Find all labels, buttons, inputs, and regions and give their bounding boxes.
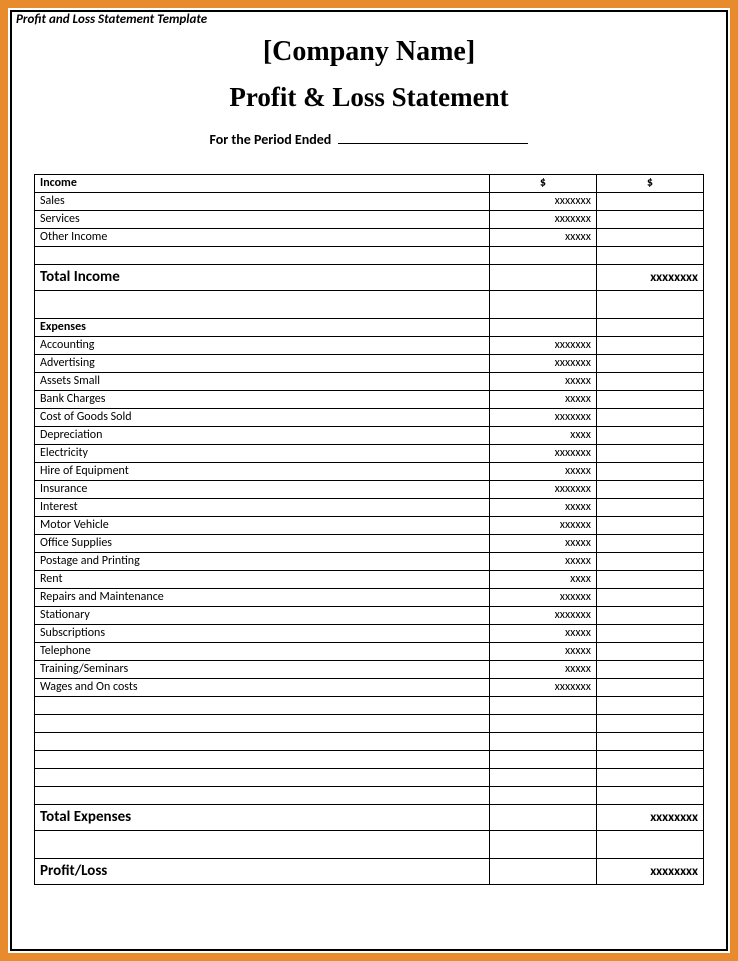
expense-row-v1: xxxxxxx [489, 355, 596, 373]
expense-row-v2 [596, 589, 703, 607]
total-income-label: Total Income [35, 265, 490, 291]
expense-row-v1: xxxx [489, 427, 596, 445]
total-expenses-value: xxxxxxxx [596, 805, 703, 831]
inner-frame: Profit and Loss Statement Template [Comp… [10, 10, 728, 951]
outer-frame: Profit and Loss Statement Template [Comp… [0, 0, 738, 961]
company-name: [Company Name] [42, 36, 696, 68]
expense-row-label: Subscriptions [35, 625, 490, 643]
expense-row-v2 [596, 679, 703, 697]
income-row-label: Services [35, 211, 490, 229]
expense-row-v2 [596, 661, 703, 679]
expense-row-v2 [596, 337, 703, 355]
expense-row-label: Repairs and Maintenance [35, 589, 490, 607]
expense-row-v1: xxxxx [489, 643, 596, 661]
expense-row-v1: xxxxxx [489, 589, 596, 607]
expense-row-label: Insurance [35, 481, 490, 499]
expense-row-label: Interest [35, 499, 490, 517]
expense-row-v1: xxxxx [489, 535, 596, 553]
expense-row-label: Stationary [35, 607, 490, 625]
expense-row-v1: xxxxx [489, 661, 596, 679]
expense-row-v2 [596, 499, 703, 517]
income-row-label: Sales [35, 193, 490, 211]
expense-row-v1: xxxxxxx [489, 607, 596, 625]
expense-row-label: Cost of Goods Sold [35, 409, 490, 427]
expense-row-v2 [596, 373, 703, 391]
expense-row-v1: xxxxxxx [489, 679, 596, 697]
expense-row-v1: xxxxx [489, 499, 596, 517]
expense-row-label: Office Supplies [35, 535, 490, 553]
expense-row-v1: xxxxxxx [489, 445, 596, 463]
income-row-v1: xxxxxxx [489, 193, 596, 211]
expense-row-label: Postage and Printing [35, 553, 490, 571]
expense-row-v1: xxxxxxx [489, 409, 596, 427]
expense-row-v2 [596, 427, 703, 445]
expense-row-v1: xxxxxxx [489, 481, 596, 499]
expense-row-label: Depreciation [35, 427, 490, 445]
expenses-heading: Expenses [35, 319, 490, 337]
expense-row-label: Assets Small [35, 373, 490, 391]
expense-row-label: Wages and On costs [35, 679, 490, 697]
expense-row-label: Electricity [35, 445, 490, 463]
table-wrap: Income$$SalesxxxxxxxServicesxxxxxxxOther… [12, 174, 726, 899]
expense-row-v1: xxxxx [489, 373, 596, 391]
expense-row-v1: xxxxxx [489, 517, 596, 535]
profit-loss-value: xxxxxxxx [596, 859, 703, 885]
income-row-v2 [596, 211, 703, 229]
period-label: For the Period Ended [210, 131, 332, 148]
expense-row-v2 [596, 481, 703, 499]
expense-row-v2 [596, 553, 703, 571]
total-income-value: xxxxxxxx [596, 265, 703, 291]
expense-row-v2 [596, 517, 703, 535]
expense-row-label: Motor Vehicle [35, 517, 490, 535]
income-row-v1: xxxxx [489, 229, 596, 247]
profit-loss-label: Profit/Loss [35, 859, 490, 885]
expense-row-label: Training/Seminars [35, 661, 490, 679]
expense-row-v2 [596, 625, 703, 643]
expense-row-v2 [596, 409, 703, 427]
expense-row-label: Rent [35, 571, 490, 589]
income-row-v2 [596, 229, 703, 247]
expense-row-v2 [596, 607, 703, 625]
expense-row-v1: xxxx [489, 571, 596, 589]
period-blank-line [338, 143, 528, 144]
period-line: For the Period Ended [42, 131, 696, 148]
income-heading: Income [35, 175, 490, 193]
income-row-label: Other Income [35, 229, 490, 247]
income-row-v1: xxxxxxx [489, 211, 596, 229]
expense-row-v1: xxxxx [489, 391, 596, 409]
currency-col2: $ [596, 175, 703, 193]
total-expenses-label: Total Expenses [35, 805, 490, 831]
expense-row-label: Hire of Equipment [35, 463, 490, 481]
expense-row-v2 [596, 463, 703, 481]
expense-row-v2 [596, 571, 703, 589]
expense-row-v2 [596, 391, 703, 409]
expense-row-v1: xxxxxxx [489, 337, 596, 355]
template-label: Profit and Loss Statement Template [16, 12, 207, 27]
expense-row-v2 [596, 643, 703, 661]
expense-row-v2 [596, 535, 703, 553]
header: [Company Name] Profit & Loss Statement F… [12, 12, 726, 174]
expense-row-label: Accounting [35, 337, 490, 355]
expense-row-v1: xxxxx [489, 625, 596, 643]
expense-row-v1: xxxxx [489, 463, 596, 481]
expense-row-label: Advertising [35, 355, 490, 373]
expense-row-v2 [596, 355, 703, 373]
income-row-v2 [596, 193, 703, 211]
expense-row-label: Telephone [35, 643, 490, 661]
expense-row-label: Bank Charges [35, 391, 490, 409]
currency-col1: $ [489, 175, 596, 193]
pl-table: Income$$SalesxxxxxxxServicesxxxxxxxOther… [34, 174, 704, 885]
expense-row-v2 [596, 445, 703, 463]
statement-title: Profit & Loss Statement [42, 82, 696, 113]
expense-row-v1: xxxxx [489, 553, 596, 571]
